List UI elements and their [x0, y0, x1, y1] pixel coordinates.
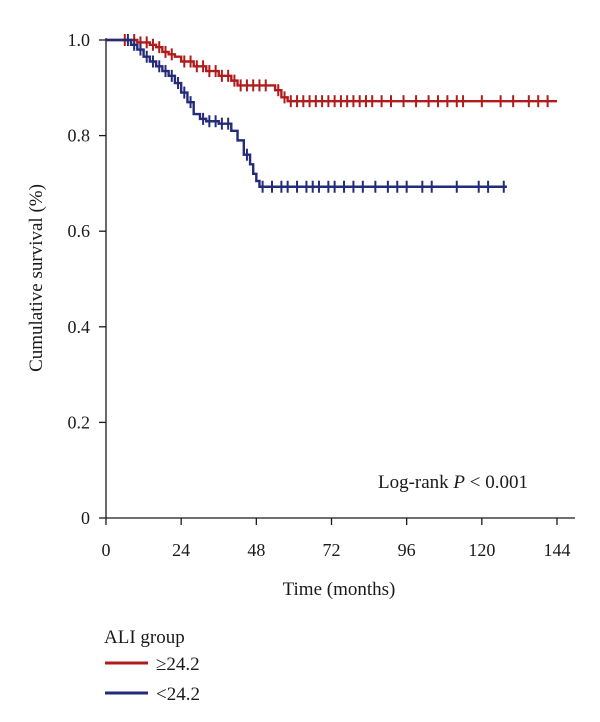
survival-curve: [106, 38, 557, 103]
x-tick-label: 24: [172, 540, 190, 560]
annotation-p: P: [452, 472, 465, 493]
legend-title: ALI group: [104, 627, 185, 648]
legend-label-low: <24.2: [156, 684, 200, 705]
series-layer: [106, 34, 557, 193]
series-low: [106, 34, 507, 193]
log-rank-annotation: Log-rank P < 0.001: [378, 472, 528, 493]
survival-curve: [106, 38, 507, 188]
y-tick-label: 0.2: [68, 412, 91, 432]
axes: 0 0.2 0.4 0.6 0.8 1.0 0 24 48 72 96 120 144: [68, 30, 575, 560]
annotation-suffix: < 0.001: [465, 472, 528, 493]
x-tick-label: 120: [468, 540, 495, 560]
x-axis-title: Time (months): [283, 579, 396, 600]
y-tick-label: 1.0: [68, 30, 91, 50]
annotation-prefix: Log-rank: [378, 472, 453, 493]
x-tick-label: 0: [102, 540, 111, 560]
y-tick-label: 0.4: [68, 317, 91, 337]
y-axis-title: Cumulative survival (%): [26, 184, 47, 372]
series-high: [106, 34, 557, 108]
x-tick-label: 48: [247, 540, 265, 560]
legend: ALI group ≥24.2 <24.2: [104, 627, 200, 705]
x-tick-label: 144: [544, 540, 571, 560]
y-tick-label: 0.8: [68, 126, 91, 146]
legend-label-high: ≥24.2: [156, 654, 200, 675]
y-tick-label: 0: [81, 508, 90, 528]
y-tick-label: 0.6: [68, 221, 91, 241]
x-tick-label: 96: [398, 540, 416, 560]
x-tick-label: 72: [323, 540, 341, 560]
